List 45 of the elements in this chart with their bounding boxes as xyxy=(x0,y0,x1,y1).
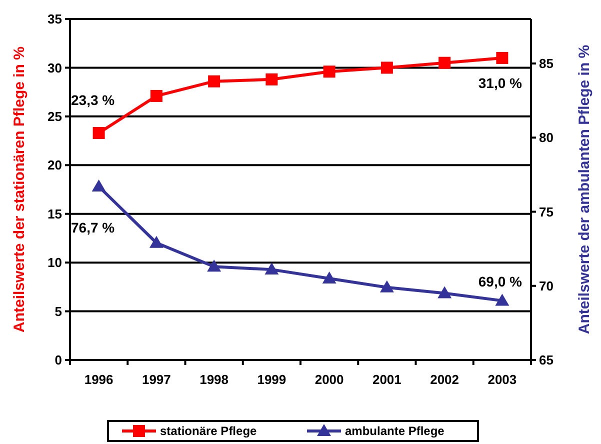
point xyxy=(495,294,510,306)
y2-tick-label: 65 xyxy=(539,352,554,368)
y2-axis-title: Anteilswerte der ambulanten Pflege in % xyxy=(576,44,593,334)
y2-tick-label: 75 xyxy=(539,204,554,220)
point xyxy=(380,62,393,74)
point xyxy=(92,180,106,192)
data-label: 31,0 % xyxy=(478,74,523,91)
y2-tick-label: 80 xyxy=(539,130,554,146)
y-tick-label: 30 xyxy=(48,60,62,76)
legend-label: ambulante Pflege xyxy=(345,424,445,438)
point xyxy=(438,56,451,69)
y-tick-label: 35 xyxy=(48,12,62,27)
point xyxy=(150,90,162,102)
x-tick-label: 2003 xyxy=(488,372,517,387)
y2-tick-label: 85 xyxy=(539,56,554,72)
data-label: 23,3 % xyxy=(71,92,116,108)
x-tick-label: 1997 xyxy=(142,372,171,387)
point xyxy=(208,75,220,88)
point xyxy=(322,271,336,284)
x-tick-label: 1999 xyxy=(257,372,286,387)
data-label: 76,7 % xyxy=(71,220,116,236)
point xyxy=(438,286,452,298)
y-tick-label: 5 xyxy=(54,304,62,319)
point xyxy=(323,66,336,78)
point xyxy=(266,73,278,86)
x-tick-label: 1996 xyxy=(84,372,114,387)
y-tick-label: 15 xyxy=(48,206,62,222)
legend-label: stationäre Pflege xyxy=(160,424,258,438)
point xyxy=(207,260,222,272)
point xyxy=(496,52,508,64)
x-tick-label: 2001 xyxy=(372,372,402,387)
y2-tick-label: 70 xyxy=(539,278,554,294)
y-tick-label: 25 xyxy=(48,108,62,124)
point xyxy=(92,126,105,139)
x-tick-label: 2000 xyxy=(314,372,344,387)
point xyxy=(149,236,164,248)
point xyxy=(380,280,394,292)
x-tick-label: 1998 xyxy=(200,372,229,387)
point xyxy=(264,262,279,275)
y-tick-label: 10 xyxy=(48,255,62,270)
y-tick-label: 0 xyxy=(54,352,62,368)
y-axis-title: Anteilswerte der stationären Pflege in % xyxy=(11,46,28,332)
y-tick-label: 20 xyxy=(48,158,62,173)
x-tick-label: 2002 xyxy=(430,372,460,387)
data-label: 69,0 % xyxy=(478,274,523,290)
